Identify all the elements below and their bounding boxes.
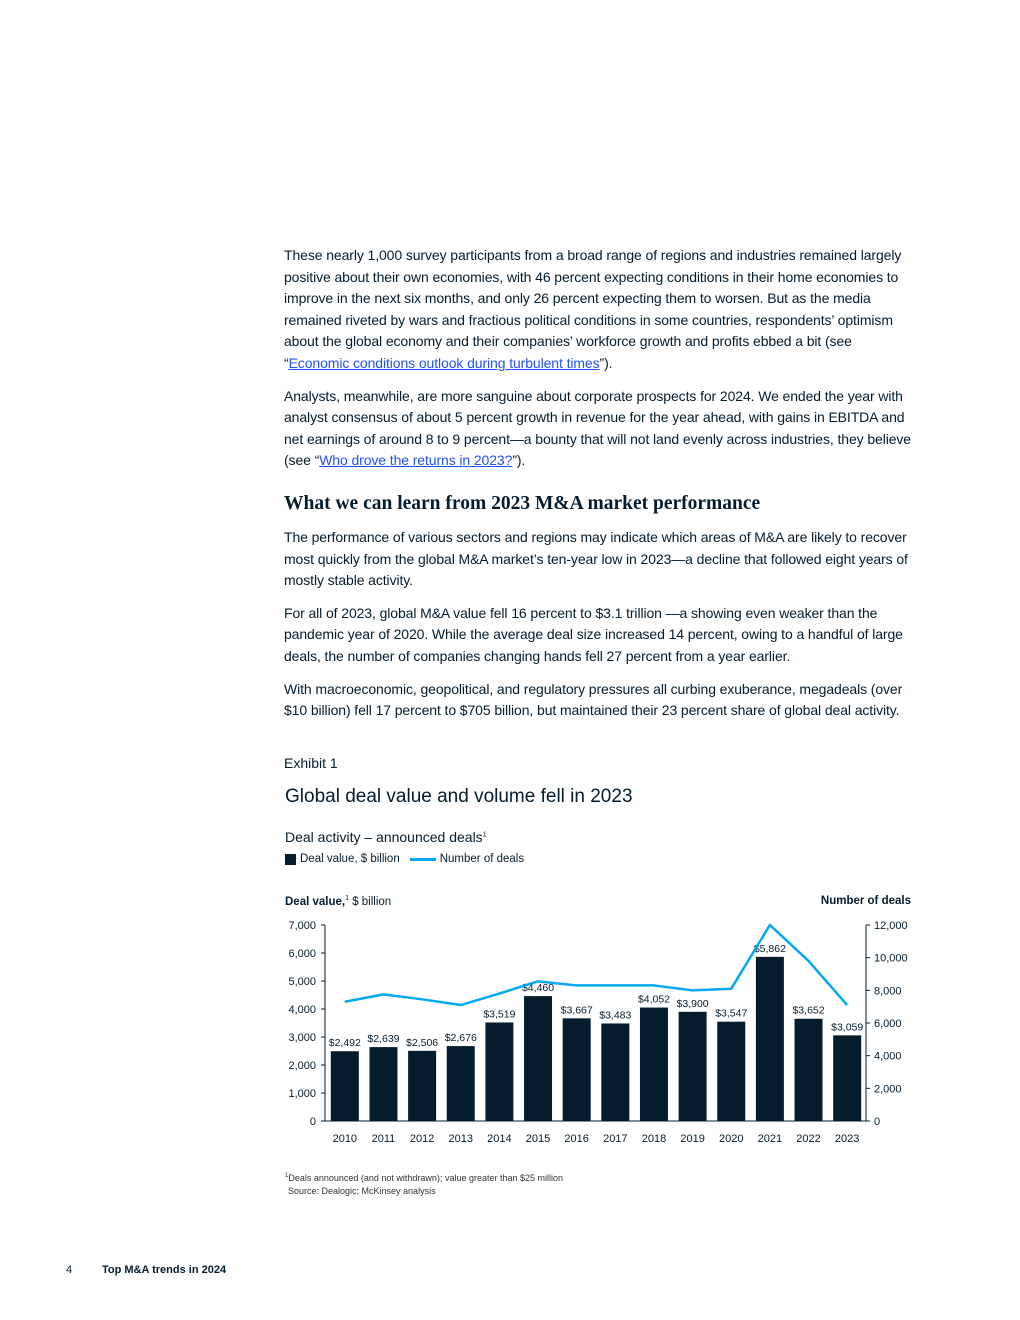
left-tick-label: 6,000: [288, 948, 316, 960]
bar-value-label: $3,652: [792, 1005, 824, 1017]
section-heading: What we can learn from 2023 M&A market p…: [284, 493, 761, 514]
bar: [330, 1051, 359, 1121]
right-tick-label: 2,000: [874, 1083, 902, 1095]
bar: [369, 1047, 398, 1121]
right-tick-label: 0: [874, 1116, 880, 1128]
footnote-marker: 1: [285, 1173, 289, 1179]
left-axis-title-bold: Deal value,: [285, 895, 346, 908]
legend-line-swatch: [409, 857, 436, 861]
x-tick-label: 2013: [449, 1133, 473, 1145]
x-tick-label: 2014: [487, 1133, 511, 1145]
bar-value-label: $3,547: [715, 1008, 747, 1020]
paragraph-text: Analysts, meanwhile, are more sanguine a…: [284, 387, 911, 469]
x-tick-label: 2016: [564, 1133, 588, 1145]
paragraph-value-fell: For all of 2023, global M&A value fell 1…: [284, 604, 903, 664]
left-tick-label: 2,000: [288, 1060, 316, 1072]
bar-value-label: $2,639: [367, 1033, 399, 1045]
x-tick-label: 2023: [835, 1133, 859, 1145]
chart-subtitle-text: Deal activity – announced deals: [285, 829, 483, 845]
bar: [717, 1021, 746, 1121]
x-tick-label: 2018: [642, 1133, 666, 1145]
bar-value-label: $3,483: [599, 1009, 631, 1021]
x-tick-label: 2012: [410, 1133, 434, 1145]
x-tick-label: 2011: [372, 1133, 396, 1145]
left-tick-label: 1,000: [288, 1088, 316, 1100]
footnote-text: Deals announced (and not withdrawn); val…: [288, 1173, 564, 1183]
body-text: These nearly 1,000 survey participants f…: [284, 245, 920, 472]
bar: [678, 1011, 707, 1121]
bar: [485, 1022, 514, 1121]
left-axis-title: Deal value,1 $ billion: [285, 895, 391, 908]
paragraph-text: ”).: [512, 452, 526, 469]
paragraph-megadeals: With macroeconomic, geopolitical, and re…: [284, 680, 903, 719]
paragraph-sectors: The performance of various sectors and r…: [284, 529, 908, 589]
bar-value-label: $4,052: [638, 994, 670, 1006]
x-tick-label: 2021: [758, 1133, 782, 1145]
page-number: 4: [66, 1264, 73, 1276]
footnote-marker: 1: [345, 895, 349, 902]
bar: [446, 1046, 475, 1121]
bar-value-label: $2,492: [329, 1037, 361, 1049]
right-tick-label: 12,000: [874, 920, 908, 932]
bar-value-label: $3,900: [677, 998, 709, 1010]
x-tick-label: 2017: [603, 1133, 627, 1145]
right-tick-label: 10,000: [874, 953, 908, 965]
legend-line-label: Number of deals: [439, 853, 525, 865]
bar: [755, 956, 784, 1121]
footnote-marker: 1: [482, 831, 487, 839]
x-tick-label: 2010: [333, 1133, 357, 1145]
left-tick-label: 7,000: [288, 920, 316, 932]
left-tick-label: 0: [310, 1116, 316, 1128]
bar: [833, 1035, 862, 1121]
bar-value-label: $3,519: [483, 1008, 515, 1020]
left-tick-label: 5,000: [288, 976, 316, 988]
left-tick-label: 4,000: [288, 1004, 316, 1016]
deals-line: [344, 923, 849, 1007]
paragraph-survey: These nearly 1,000 survey participants f…: [284, 245, 920, 375]
left-tick-label: 3,000: [288, 1032, 316, 1044]
exhibit-label: Exhibit 1: [284, 755, 338, 771]
paragraph-text: ”).: [599, 354, 613, 371]
paragraph-text: These nearly 1,000 survey participants f…: [284, 247, 902, 371]
footer-title: Top M&A trends in 2024: [102, 1264, 227, 1276]
bar: [639, 1007, 668, 1121]
paragraph-analysts: Analysts, meanwhile, are more sanguine a…: [284, 386, 920, 472]
body-text-2: The performance of various sectors and r…: [284, 527, 920, 722]
bar-value-label: $2,506: [406, 1037, 438, 1049]
bar: [601, 1023, 630, 1121]
bar: [794, 1018, 823, 1121]
right-axis-title: Number of deals: [820, 895, 911, 907]
exhibit-title: Global deal value and volume fell in 202…: [285, 786, 633, 807]
link-economic-conditions[interactable]: Economic conditions outlook during turbu…: [288, 354, 600, 371]
x-tick-label: 2015: [526, 1133, 550, 1145]
source-text: Source: Dealogic; McKinsey analysis: [288, 1185, 436, 1196]
bar: [562, 1018, 591, 1121]
link-who-drove-returns[interactable]: Who drove the returns in 2023?: [319, 452, 513, 469]
chart-legend: Deal value, $ billion Number of deals: [285, 853, 524, 865]
legend-bar-swatch: [285, 853, 296, 865]
chart-subtitle: Deal activity – announced deals1: [285, 829, 487, 845]
chart-footnote: 1Deals announced (and not withdrawn); va…: [285, 1170, 563, 1197]
bar-value-label: $5,862: [754, 943, 786, 955]
right-tick-label: 4,000: [874, 1051, 902, 1063]
bar: [524, 996, 553, 1121]
x-tick-label: 2022: [796, 1133, 820, 1145]
left-axis-unit: $ billion: [349, 895, 392, 908]
bar: [408, 1050, 437, 1121]
x-tick-label: 2020: [719, 1133, 743, 1145]
bar-value-label: $2,676: [445, 1032, 477, 1044]
right-tick-label: 8,000: [874, 985, 902, 997]
legend-bar-label: Deal value, $ billion: [300, 853, 400, 865]
x-tick-label: 2019: [680, 1133, 704, 1145]
bar-value-label: $3,059: [831, 1021, 863, 1033]
right-tick-label: 6,000: [874, 1018, 902, 1030]
bar-value-label: $3,667: [561, 1004, 593, 1016]
